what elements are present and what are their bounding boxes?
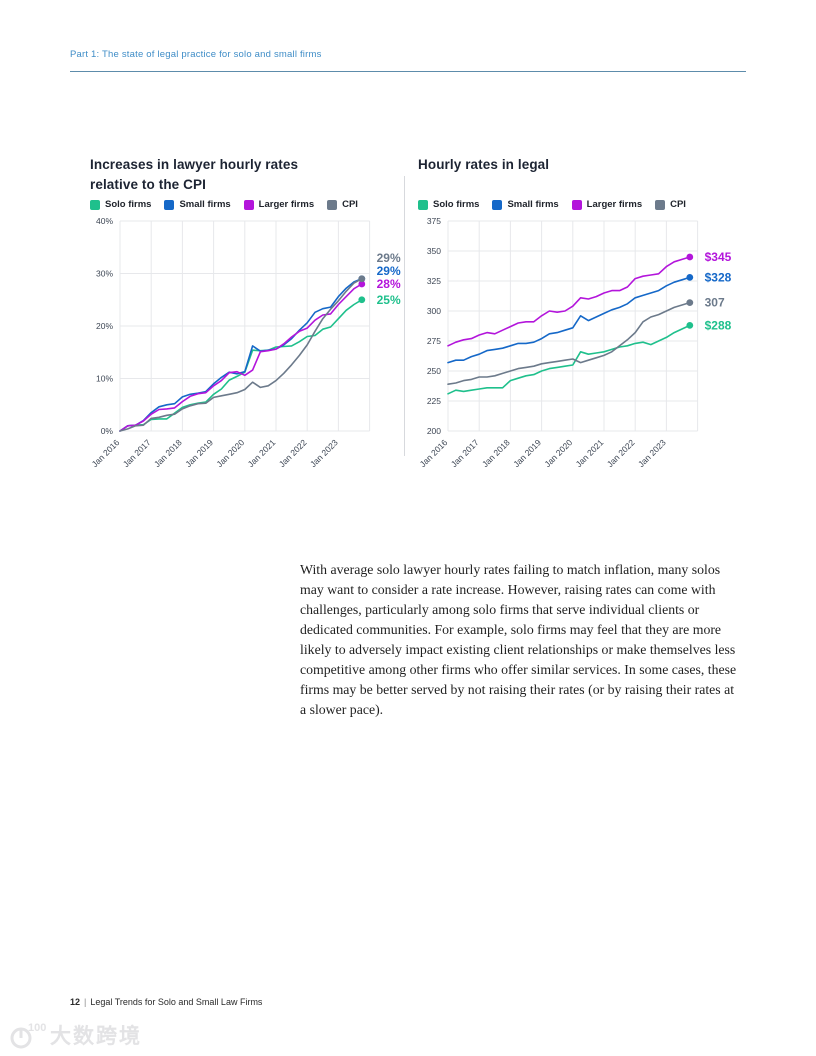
series-endpoint-dot: [686, 299, 694, 306]
series-end-label: $345: [705, 250, 732, 264]
x-tick-label: Jan 2016: [418, 437, 450, 469]
chart-rate-increases: Increases in lawyer hourly rates relativ…: [90, 155, 404, 469]
x-tick-label: Jan 2023: [308, 437, 340, 469]
series-end-label: 307: [705, 296, 725, 310]
series-line-cpi: [119, 277, 363, 432]
page-header: Part 1: The state of legal practice for …: [70, 44, 746, 72]
series-line-small-firms: [447, 276, 691, 364]
x-tick-label: Jan 2018: [152, 437, 184, 469]
y-tick-label: 10%: [96, 374, 113, 384]
y-tick-label: 350: [427, 246, 441, 256]
chart-title: Increases in lawyer hourly rates relativ…: [90, 157, 299, 192]
legend-label: Solo firms: [433, 199, 480, 210]
series-line-solo-firms: [447, 324, 691, 395]
legend-label: Small firms: [507, 199, 559, 210]
series-line-larger-firms: [119, 283, 363, 432]
x-tick-label: Jan 2020: [214, 437, 246, 469]
legend-swatch: [243, 199, 254, 210]
chart-title: Hourly rates in legal: [418, 157, 550, 172]
x-tick-label: Jan 2020: [542, 437, 574, 469]
y-tick-label: 200: [427, 426, 441, 436]
legend-label: Small firms: [179, 199, 231, 210]
x-tick-label: Jan 2018: [480, 437, 512, 469]
watermark: 100 大数跨境: [8, 1019, 142, 1051]
legend-swatch: [655, 199, 666, 210]
chart-legend: Solo firms Small firms Larger firms CPI: [90, 199, 371, 210]
legend-swatch: [327, 199, 338, 210]
x-tick-label: Jan 2017: [449, 437, 481, 469]
series-endpoint-dot: [358, 296, 366, 304]
series-line-small-firms: [119, 277, 363, 432]
series-end-label: 29%: [377, 264, 401, 278]
legend-item-solo-firms: Solo firms: [418, 199, 479, 210]
footer-title: Legal Trends for Solo and Small Law Firm…: [90, 997, 263, 1007]
x-tick-label: Jan 2019: [511, 437, 543, 469]
legend-swatch: [492, 199, 503, 210]
footer-separator: |: [84, 997, 87, 1007]
legend-swatch: [571, 199, 582, 210]
series-line-cpi: [447, 301, 691, 385]
y-tick-label: 250: [427, 366, 441, 376]
y-tick-label: 20%: [96, 321, 113, 331]
x-tick-label: Jan 2023: [636, 437, 668, 469]
x-tick-label: Jan 2016: [90, 437, 122, 469]
legend-swatch: [164, 199, 175, 210]
legend-item-larger-firms: Larger firms: [243, 199, 315, 210]
series-endpoint-dot: [358, 275, 366, 283]
body-paragraph: With average solo lawyer hourly rates fa…: [300, 561, 737, 717]
legend-item-solo-firms: Solo firms: [90, 199, 151, 210]
series-end-label: $288: [705, 318, 732, 332]
series-end-label: $328: [705, 270, 732, 284]
chart-hourly-rates: Hourly rates in legal Solo firms Small fi…: [418, 155, 756, 469]
x-tick-label: Jan 2019: [183, 437, 215, 469]
line-chart: 40%30%20%10%0%Jan 2016 Jan 2017 Jan 2018 Ja…: [90, 216, 401, 469]
chart-legend: Solo firms Small firms Larger firms CPI: [418, 199, 699, 210]
legend-label: Larger firms: [586, 199, 643, 210]
series-end-label: 29%: [377, 251, 401, 265]
series-endpoint-dot: [686, 274, 694, 281]
legend-item-cpi: CPI: [655, 199, 686, 210]
y-tick-label: 300: [427, 306, 441, 316]
series-end-label: 25%: [377, 293, 401, 307]
x-tick-label: Jan 2021: [246, 437, 278, 469]
x-tick-label: Jan 2021: [574, 437, 606, 469]
watermark-text: 大数跨境: [50, 1025, 142, 1048]
y-tick-label: 40%: [96, 216, 113, 226]
legend-item-small-firms: Small firms: [492, 199, 559, 210]
svg-text:100: 100: [28, 1022, 46, 1034]
y-tick-label: 275: [427, 336, 441, 346]
y-tick-label: 0%: [101, 426, 114, 436]
x-tick-label: Jan 2017: [121, 437, 153, 469]
y-tick-label: 325: [427, 276, 441, 286]
legend-label: CPI: [670, 199, 686, 210]
legend-item-larger-firms: Larger firms: [571, 199, 643, 210]
chart-divider: [404, 176, 405, 456]
series-endpoint-dot: [358, 280, 366, 288]
legend-swatch: [418, 199, 428, 210]
breadcrumb: Part 1: The state of legal practice for …: [70, 49, 322, 60]
y-tick-label: 30%: [96, 269, 113, 279]
legend-item-small-firms: Small firms: [164, 199, 231, 210]
legend-label: CPI: [342, 199, 358, 210]
x-tick-label: Jan 2022: [277, 437, 309, 469]
legend-item-cpi: CPI: [327, 199, 358, 210]
legend-swatch: [90, 199, 100, 210]
y-tick-label: 225: [427, 396, 441, 406]
series-endpoint-dot: [686, 253, 694, 261]
page-footer: 12 | Legal Trends for Solo and Small Law F…: [70, 997, 262, 1007]
series-endpoint-dot: [686, 322, 694, 329]
y-tick-label: 375: [427, 216, 441, 226]
series-end-label: 28%: [377, 277, 401, 291]
x-tick-label: Jan 2022: [605, 437, 637, 469]
series-line-larger-firms: [447, 256, 691, 347]
watermark-logo-icon: 100: [10, 1022, 46, 1049]
page-number: 12: [70, 997, 81, 1007]
legend-label: Larger firms: [258, 199, 315, 210]
legend-label: Solo firms: [105, 199, 152, 210]
